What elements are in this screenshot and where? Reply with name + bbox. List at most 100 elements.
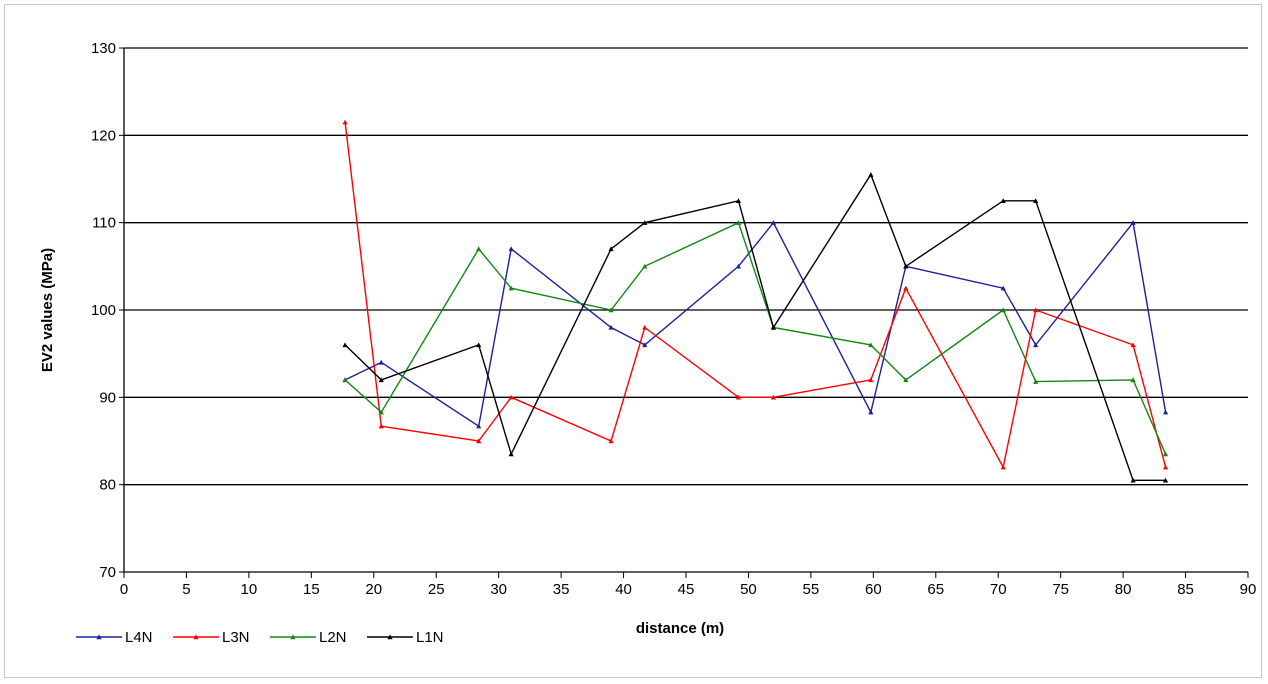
x-tick-label-25: 25 xyxy=(428,581,445,598)
data-point-L1N-12 xyxy=(1130,477,1136,483)
x-tick-label-30: 30 xyxy=(490,581,507,598)
data-point-L4N-7 xyxy=(770,220,777,225)
data-point-L3N-11 xyxy=(1033,307,1039,313)
data-point-L4N-6 xyxy=(735,263,742,269)
data-point-L1N-0 xyxy=(342,342,348,348)
x-tick-label-75: 75 xyxy=(1052,581,1069,598)
data-point-L4N-10 xyxy=(1000,285,1006,291)
series-lines xyxy=(342,119,1169,483)
y-tick-label-130: 130 xyxy=(91,40,116,57)
x-tick-label-65: 65 xyxy=(927,581,944,598)
legend: L4N L3N L2N L1N xyxy=(76,629,444,646)
legend-marker-L1N xyxy=(387,634,393,640)
y-axis-title: EV2 values (MPa) xyxy=(39,248,56,372)
data-point-L4N-3 xyxy=(508,246,514,252)
y-tick-label-80: 80 xyxy=(99,477,116,494)
tick-labels: 70 80 90 100 110 120 130 0 5 10 15 20 25 30 35 40 45 50 55… xyxy=(91,40,1256,598)
chart-frame xyxy=(4,4,1262,678)
legend-label-L1N: L1N xyxy=(416,629,444,646)
legend-label-L2N: L2N xyxy=(319,629,347,646)
x-tick-label-20: 20 xyxy=(365,581,382,598)
data-point-L4N-1 xyxy=(378,359,384,365)
data-point-L2N-5 xyxy=(642,263,648,269)
data-point-L3N-6 xyxy=(735,394,742,400)
data-point-L2N-6 xyxy=(735,220,742,225)
data-point-L3N-9 xyxy=(903,285,909,291)
x-tick-label-45: 45 xyxy=(678,581,695,598)
data-point-L1N-1 xyxy=(378,377,384,383)
data-point-L2N-2 xyxy=(476,246,482,252)
grid-lines xyxy=(124,47,1248,486)
y-tick-label-70: 70 xyxy=(99,564,116,581)
y-tick-label-120: 120 xyxy=(91,127,116,144)
data-point-L1N-7 xyxy=(770,324,777,330)
x-tick-label-40: 40 xyxy=(615,581,632,598)
legend-marker-L3N xyxy=(193,634,199,640)
x-axis-title: distance (m) xyxy=(636,620,724,637)
series-line-L4N xyxy=(344,221,1167,428)
legend-label-L4N: L4N xyxy=(125,629,153,646)
data-point-L3N-0 xyxy=(342,119,348,125)
data-point-L1N-6 xyxy=(735,198,742,204)
legend-marker-L4N xyxy=(96,634,102,640)
data-point-L1N-13 xyxy=(1162,477,1169,483)
data-point-L3N-4 xyxy=(608,438,614,444)
data-point-L2N-1 xyxy=(378,409,384,415)
data-point-L4N-5 xyxy=(642,342,648,348)
data-point-L4N-2 xyxy=(476,423,482,429)
y-tick-label-110: 110 xyxy=(92,215,116,232)
x-tick-label-10: 10 xyxy=(241,581,258,598)
series-line-L2N xyxy=(344,221,1167,455)
data-point-L2N-4 xyxy=(608,307,614,313)
data-point-L3N-5 xyxy=(642,324,648,330)
y-tick-label-90: 90 xyxy=(99,389,116,406)
data-point-L1N-10 xyxy=(1000,198,1006,204)
data-point-L4N-4 xyxy=(608,324,614,330)
x-tick-label-35: 35 xyxy=(553,581,570,598)
data-point-L2N-11 xyxy=(1033,379,1039,384)
data-point-L2N-0 xyxy=(342,377,348,383)
data-point-L1N-4 xyxy=(608,246,614,252)
data-point-L4N-8 xyxy=(868,409,874,415)
x-tick-label-55: 55 xyxy=(803,581,820,598)
data-point-L4N-13 xyxy=(1162,409,1169,415)
axes xyxy=(119,47,1249,578)
data-point-L3N-7 xyxy=(770,394,777,400)
data-point-L1N-5 xyxy=(642,220,648,225)
x-tick-label-50: 50 xyxy=(740,581,757,598)
series-line-L3N xyxy=(344,122,1167,470)
data-point-L3N-12 xyxy=(1130,342,1136,348)
data-point-L4N-12 xyxy=(1130,220,1136,225)
data-point-L2N-9 xyxy=(903,377,909,383)
x-tick-label-90: 90 xyxy=(1240,581,1257,598)
data-point-L1N-2 xyxy=(476,342,482,348)
data-point-L2N-8 xyxy=(868,342,874,348)
y-tick-label-100: 100 xyxy=(91,302,116,319)
data-point-L2N-13 xyxy=(1162,451,1169,457)
data-point-L3N-10 xyxy=(1000,464,1006,470)
x-tick-label-15: 15 xyxy=(303,581,320,598)
data-point-L2N-10 xyxy=(1000,307,1006,313)
x-tick-label-80: 80 xyxy=(1115,581,1132,598)
legend-marker-L2N xyxy=(290,634,296,640)
legend-label-L3N: L3N xyxy=(222,629,250,646)
data-point-L4N-11 xyxy=(1033,342,1039,348)
data-point-L2N-3 xyxy=(508,285,514,291)
data-point-L3N-13 xyxy=(1162,464,1169,470)
x-tick-label-85: 85 xyxy=(1177,581,1194,598)
x-tick-label-60: 60 xyxy=(865,581,882,598)
data-point-L3N-2 xyxy=(476,438,482,444)
data-point-L1N-3 xyxy=(508,451,514,457)
data-point-L1N-8 xyxy=(868,172,874,177)
x-tick-label-5: 5 xyxy=(182,581,190,598)
data-point-L1N-11 xyxy=(1033,198,1039,204)
x-tick-label-70: 70 xyxy=(990,581,1007,598)
data-point-L3N-3 xyxy=(508,394,514,400)
data-point-L3N-1 xyxy=(378,423,384,429)
data-point-L1N-9 xyxy=(903,263,909,269)
x-tick-label-0: 0 xyxy=(120,581,128,598)
data-point-L3N-8 xyxy=(868,377,874,383)
series-line-L1N xyxy=(344,173,1166,481)
data-point-L2N-12 xyxy=(1130,377,1136,383)
